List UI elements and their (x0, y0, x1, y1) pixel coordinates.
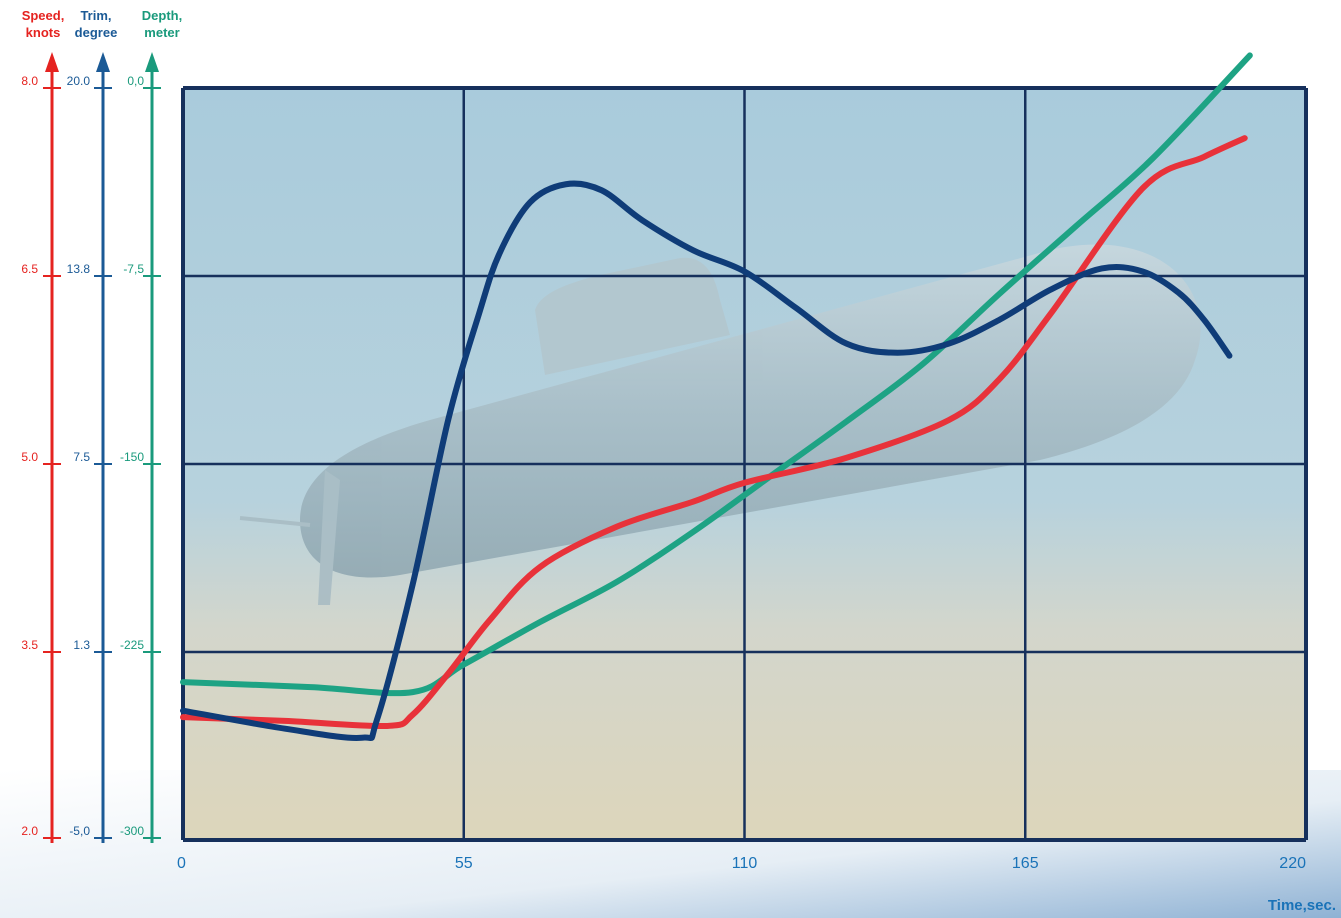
y-axis-title-line2: degree (75, 25, 118, 40)
tick-label: 8.0 (21, 74, 38, 88)
y-axis-title-line1: Speed, (22, 8, 65, 23)
x-tick-label: 110 (732, 855, 758, 872)
x-axis: 0 55 110 165 220 (177, 855, 1306, 872)
tick-label: 5.0 (21, 450, 38, 464)
tick-label: 2.0 (21, 824, 38, 838)
arrow-up-icon (145, 52, 159, 72)
grid (181, 86, 1308, 842)
y-axis-title-line1: Trim, (80, 8, 111, 23)
y-axis-title-line2: knots (26, 25, 61, 40)
series-line-depth (180, 52, 1253, 697)
tick-label: -150 (120, 450, 144, 464)
y-axes: Speed, knots 8.0 6.5 5.0 3.5 2.0 Trim, degree 20.… (21, 8, 182, 843)
tick-label: -300 (120, 824, 144, 838)
x-tick-label: 55 (455, 855, 473, 872)
x-tick-label: 220 (1279, 855, 1306, 872)
arrow-up-icon (45, 52, 59, 72)
x-tick-label: 165 (1012, 855, 1039, 872)
x-tick-label: 0 (177, 855, 186, 872)
series-line-trim (180, 180, 1233, 742)
series-layer (180, 52, 1253, 742)
tick-label: 13.8 (67, 262, 91, 276)
y-axis-trim: Trim, degree 20.0 13.8 7.5 1.3 -5,0 (67, 8, 118, 843)
tick-label: -7,5 (123, 262, 144, 276)
x-axis-title: Time,sec. (1268, 897, 1336, 914)
tick-label: 0,0 (127, 74, 144, 88)
tick-label: 7.5 (73, 450, 90, 464)
y-axis-title-line1: Depth, (142, 8, 182, 23)
tick-label: 20.0 (67, 74, 91, 88)
submarine-illustration (239, 244, 1201, 605)
y-axis-title-line2: meter (144, 25, 179, 40)
y-axis-speed: Speed, knots 8.0 6.5 5.0 3.5 2.0 (21, 8, 64, 843)
tick-label: 3.5 (21, 638, 38, 652)
arrow-up-icon (96, 52, 110, 72)
y-axis-depth: Depth, meter 0,0 -7,5 -150 -225 -300 (120, 8, 182, 843)
tick-label: -225 (120, 638, 144, 652)
tick-label: 1.3 (73, 638, 90, 652)
tick-label: 6.5 (21, 262, 38, 276)
tick-label: -5,0 (69, 824, 90, 838)
